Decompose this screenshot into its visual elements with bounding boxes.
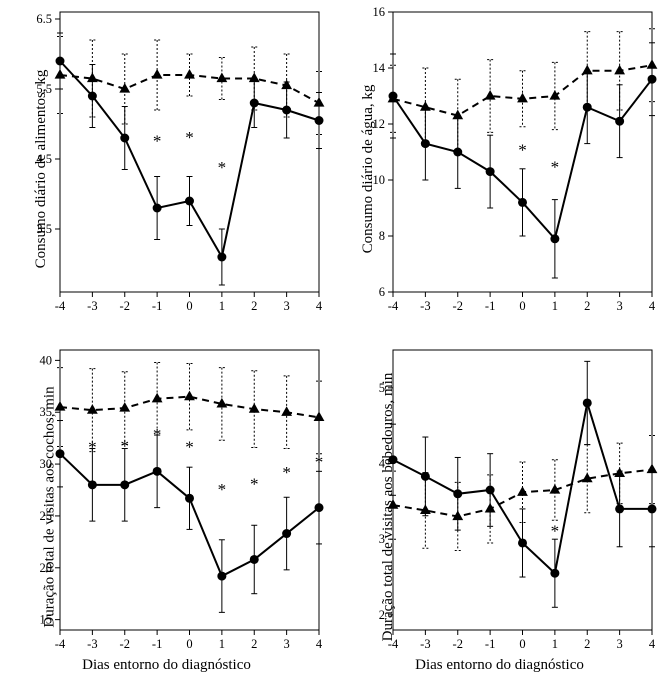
svg-text:*: * — [153, 425, 162, 444]
svg-text:-3: -3 — [87, 299, 97, 313]
svg-text:4: 4 — [316, 299, 323, 313]
svg-text:6.5: 6.5 — [36, 12, 52, 26]
svg-text:3: 3 — [284, 299, 290, 313]
svg-text:4: 4 — [649, 637, 656, 651]
x-axis-label: Dias entorno do diagnóstico — [333, 657, 666, 674]
svg-text:1: 1 — [552, 299, 558, 313]
svg-text:3: 3 — [284, 637, 290, 651]
y-axis-label: Duração total de visitas aos bebedouros,… — [380, 373, 397, 642]
panel-feeder: 152025303540-4-3-2-101234********Duração… — [0, 338, 333, 676]
svg-text:*: * — [88, 437, 97, 456]
svg-text:*: * — [121, 436, 130, 455]
svg-text:0: 0 — [186, 637, 192, 651]
svg-text:*: * — [218, 480, 227, 499]
svg-text:-2: -2 — [453, 299, 463, 313]
svg-text:*: * — [153, 132, 162, 151]
svg-text:-1: -1 — [485, 637, 495, 651]
svg-text:2: 2 — [251, 637, 257, 651]
svg-text:-4: -4 — [55, 299, 66, 313]
svg-text:4: 4 — [649, 299, 656, 313]
svg-text:0: 0 — [519, 299, 525, 313]
panel-food: 3.54.55.56.5-4-3-2-101234***Consumo diár… — [0, 0, 333, 338]
panel-water: 6810121416-4-3-2-101234**Consumo diário … — [333, 0, 666, 338]
svg-text:16: 16 — [373, 5, 386, 19]
svg-text:40: 40 — [40, 353, 53, 367]
y-axis-label: Consumo diário de alimentos, kg — [33, 70, 50, 269]
svg-text:*: * — [315, 453, 324, 472]
chart-grid: 3.54.55.56.5-4-3-2-101234***Consumo diár… — [0, 0, 666, 676]
y-axis-label: Duração total de visitas aos cochos, min — [42, 386, 59, 627]
svg-text:2: 2 — [584, 637, 590, 651]
svg-text:-2: -2 — [453, 637, 463, 651]
svg-text:*: * — [250, 474, 259, 493]
svg-text:-4: -4 — [388, 299, 399, 313]
svg-text:*: * — [518, 141, 527, 160]
svg-text:4: 4 — [316, 637, 323, 651]
svg-text:0: 0 — [519, 637, 525, 651]
svg-text:1: 1 — [219, 299, 225, 313]
svg-text:-4: -4 — [55, 637, 66, 651]
svg-text:-3: -3 — [420, 637, 430, 651]
svg-text:2: 2 — [251, 299, 257, 313]
svg-text:*: * — [185, 128, 194, 147]
svg-text:*: * — [218, 158, 227, 177]
svg-text:*: * — [282, 463, 291, 482]
svg-text:-1: -1 — [152, 299, 162, 313]
svg-text:*: * — [185, 437, 194, 456]
x-axis-label: Dias entorno do diagnóstico — [0, 657, 333, 674]
svg-text:-3: -3 — [87, 637, 97, 651]
svg-text:-1: -1 — [485, 299, 495, 313]
svg-text:-2: -2 — [120, 299, 130, 313]
svg-text:-3: -3 — [420, 299, 430, 313]
svg-text:6: 6 — [379, 285, 385, 299]
svg-text:0: 0 — [186, 299, 192, 313]
panel-drinker: 2345-4-3-2-101234*Duração total de visit… — [333, 338, 666, 676]
svg-text:3: 3 — [617, 637, 623, 651]
svg-text:1: 1 — [219, 637, 225, 651]
svg-text:2: 2 — [584, 299, 590, 313]
svg-text:1: 1 — [552, 637, 558, 651]
y-axis-label: Consumo diário de água, kg — [360, 85, 377, 254]
svg-text:*: * — [551, 157, 560, 176]
svg-text:*: * — [551, 522, 560, 541]
svg-text:14: 14 — [373, 61, 386, 75]
svg-text:3: 3 — [617, 299, 623, 313]
svg-text:-2: -2 — [120, 637, 130, 651]
svg-text:-1: -1 — [152, 637, 162, 651]
svg-text:8: 8 — [379, 229, 385, 243]
